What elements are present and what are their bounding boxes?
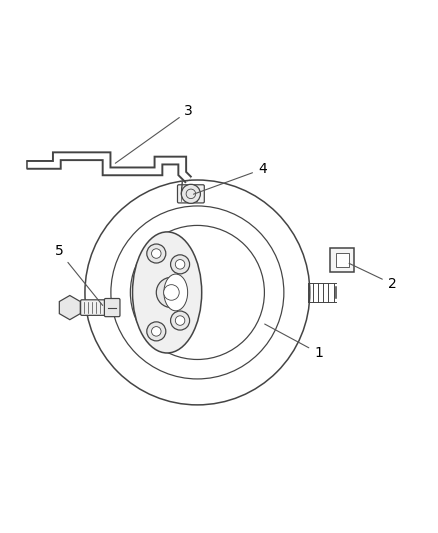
FancyBboxPatch shape: [336, 253, 349, 266]
Circle shape: [147, 322, 166, 341]
Text: 4: 4: [194, 162, 267, 194]
Circle shape: [164, 285, 179, 300]
FancyBboxPatch shape: [81, 300, 107, 316]
Circle shape: [170, 255, 190, 274]
Circle shape: [156, 277, 187, 308]
Circle shape: [175, 316, 185, 325]
Ellipse shape: [164, 274, 187, 311]
FancyBboxPatch shape: [177, 185, 204, 203]
Circle shape: [175, 260, 185, 269]
Circle shape: [152, 327, 161, 336]
Text: 1: 1: [265, 324, 323, 360]
FancyBboxPatch shape: [330, 248, 354, 272]
Text: 2: 2: [349, 263, 396, 291]
Circle shape: [152, 249, 161, 259]
Text: 3: 3: [115, 104, 193, 163]
Circle shape: [181, 184, 201, 204]
Ellipse shape: [133, 232, 202, 353]
FancyBboxPatch shape: [104, 298, 120, 317]
Circle shape: [170, 311, 190, 330]
Text: 5: 5: [55, 244, 102, 305]
Polygon shape: [59, 295, 80, 320]
Circle shape: [147, 244, 166, 263]
